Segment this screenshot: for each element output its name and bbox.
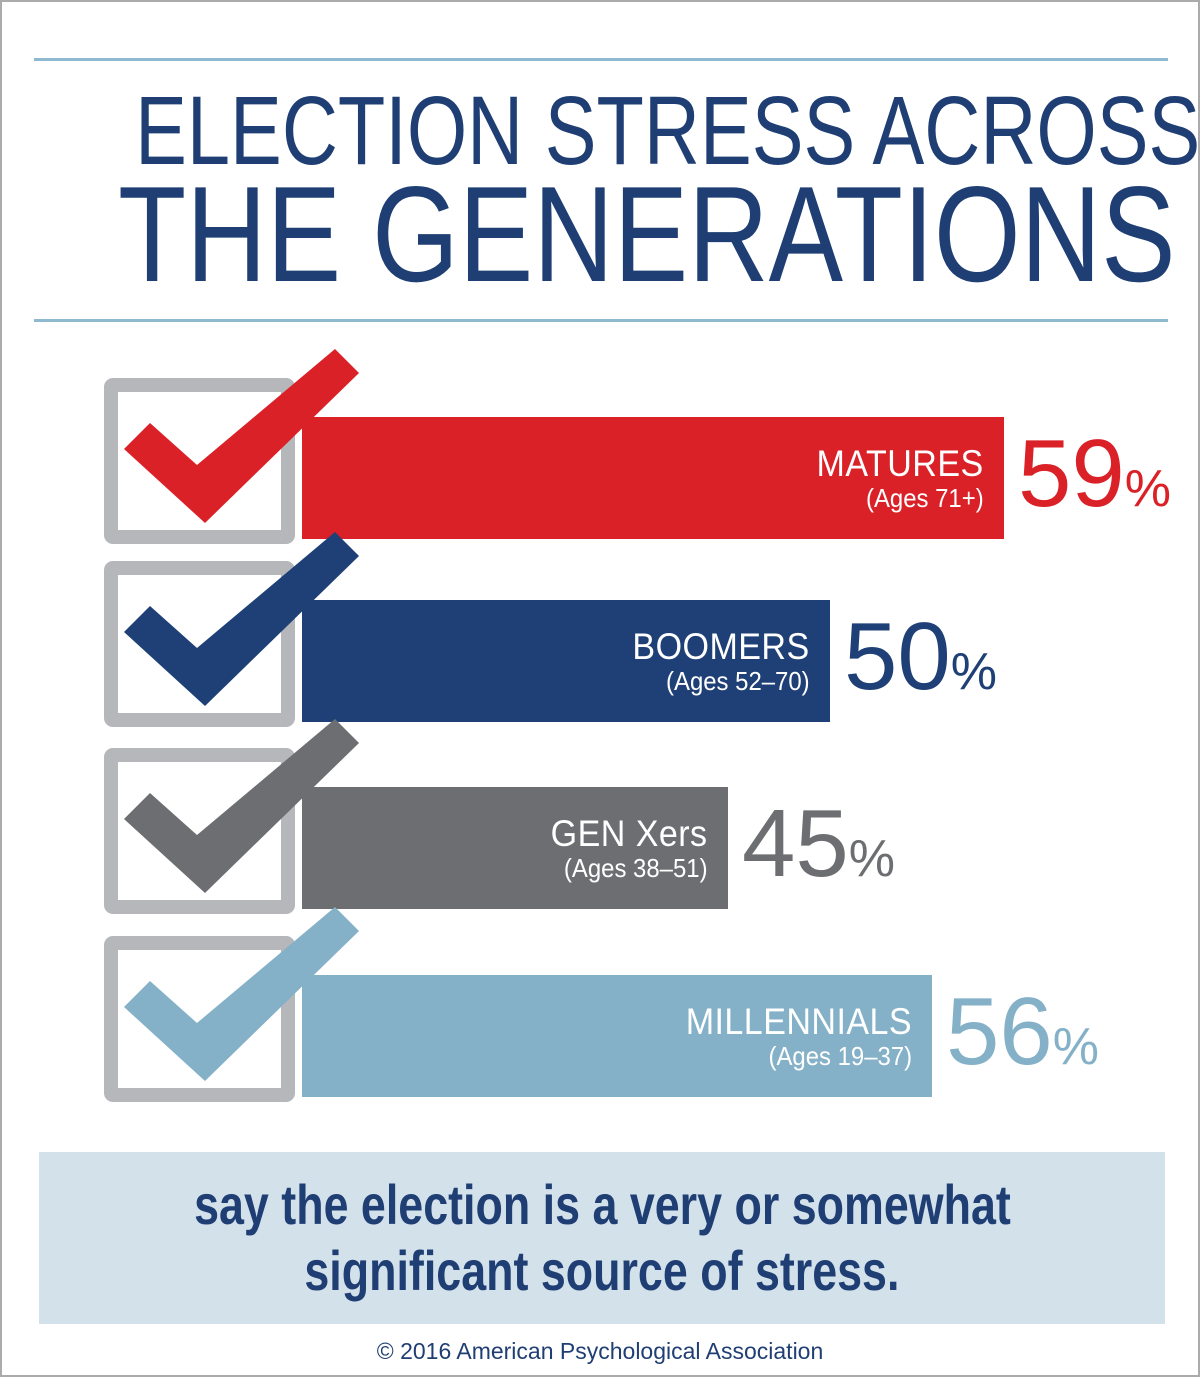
bar-value: 56 [946,978,1053,1085]
percent-sign: % [950,643,998,701]
bar-value-group: 56 % [946,984,1099,1080]
bar-age-range: (Ages 38–51) [564,853,708,884]
caption-panel: say the election is a very or somewhat s… [39,1152,1165,1324]
ballot-checkbox-icon [104,719,359,914]
checkmark-icon [124,532,359,706]
checkmark-icon [124,349,359,523]
bar-labels: MATURES (Ages 71+) [817,443,984,514]
bar-value-group: 59 % [1018,426,1171,522]
copyright-text: © 2016 American Psychological Associatio… [376,1338,824,1364]
percent-sign: % [848,830,896,888]
top-divider [34,58,1168,61]
bar-value: 45 [742,790,849,897]
bar-label: MILLENNIALS [685,1000,912,1042]
bar-age-range: (Ages 19–37) [768,1041,912,1072]
bar: GEN Xers (Ages 38–51) [302,787,728,909]
bar-age-range: (Ages 71+) [866,483,984,514]
bar-label: GEN Xers [551,812,708,854]
ballot-checkbox-icon [104,907,359,1102]
page-title-line2: THE GENERATIONS [2,166,1198,302]
bar: MATURES (Ages 71+) [302,417,1004,539]
bar-value: 59 [1018,420,1125,527]
bar-value-group: 50 % [844,609,997,705]
bar-labels: MILLENNIALS (Ages 19–37) [686,1001,912,1072]
title-divider [34,319,1168,322]
bar: BOOMERS (Ages 52–70) [302,600,830,722]
caption-line1: say the election is a very or somewhat [193,1172,1011,1236]
bar-label: BOOMERS [632,625,810,667]
bar-labels: GEN Xers (Ages 38–51) [551,813,708,884]
page-title-line2-text: THE GENERATIONS [118,158,1176,310]
bar-labels: BOOMERS (Ages 52–70) [633,626,810,697]
ballot-checkbox-icon [104,532,359,727]
percent-sign: % [1124,460,1172,518]
bar: MILLENNIALS (Ages 19–37) [302,975,932,1097]
bar-value: 50 [844,603,951,710]
page-title-line1: ELECTION STRESS ACROSS [2,82,1198,179]
bar-label: MATURES [816,442,984,484]
bar-value-group: 45 % [742,796,895,892]
percent-sign: % [1052,1018,1100,1076]
checkmark-icon [124,719,359,893]
page-title-line1-text: ELECTION STRESS ACROSS [135,76,1200,185]
bar-age-range: (Ages 52–70) [666,666,810,697]
checkmark-icon [124,907,359,1081]
caption-line2: significant source of stress. [304,1239,900,1302]
ballot-checkbox-icon [104,349,359,544]
